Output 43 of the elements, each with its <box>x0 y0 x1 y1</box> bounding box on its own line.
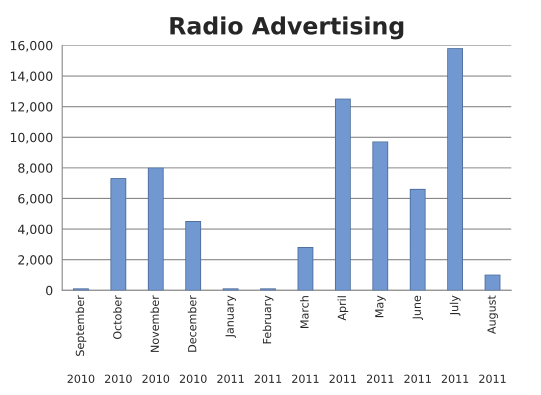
chart-title: Radio Advertising <box>170 16 404 40</box>
x-tick-label: May <box>375 296 386 318</box>
x-tick-label: June <box>412 296 423 320</box>
bar <box>372 141 388 290</box>
x-tick-label: December <box>188 295 196 352</box>
x-tick-label: November <box>150 295 159 352</box>
text: 2011 <box>479 374 506 383</box>
y-tick-label: 16,000 <box>10 40 52 52</box>
text: 2011 <box>254 374 282 383</box>
bar <box>447 48 464 290</box>
text: 2011 <box>330 374 356 383</box>
y-tick-label: 14,000 <box>10 72 52 82</box>
y-tick-label: 10,000 <box>10 132 52 144</box>
text: 2010 <box>68 374 94 383</box>
bar <box>185 221 202 290</box>
y-tick-label: 4,000 <box>18 224 52 236</box>
text: 2010 <box>180 374 207 383</box>
text: 2011 <box>217 374 244 383</box>
y-tick-label: 6,000 <box>18 194 52 205</box>
text: 2011 <box>404 374 431 383</box>
bar <box>110 178 126 290</box>
x-tick-label: January <box>226 296 236 338</box>
bar <box>298 247 314 290</box>
text: 2011 <box>442 374 468 383</box>
y-tick-label: 12,000 <box>10 102 52 113</box>
x-tick-label: February <box>262 296 274 344</box>
y-tick-label: 8,000 <box>18 163 52 174</box>
bar <box>148 167 164 290</box>
bar <box>334 98 351 290</box>
y-tick-label: 0 <box>46 286 52 296</box>
text: 2011 <box>366 374 394 383</box>
x-tick-label: April <box>337 296 348 320</box>
x-tick-label: October <box>112 295 122 340</box>
y-tick-label: 2,000 <box>18 255 52 266</box>
bar <box>410 188 426 290</box>
text: 2011 <box>292 374 319 383</box>
x-tick-label: August <box>488 295 498 334</box>
text: 2010 <box>142 374 170 383</box>
x-tick-label: March <box>300 296 309 328</box>
x-tick-label: July <box>450 296 460 316</box>
text: 2010 <box>105 374 132 383</box>
bar <box>484 274 500 290</box>
x-tick-label: September <box>76 295 86 356</box>
